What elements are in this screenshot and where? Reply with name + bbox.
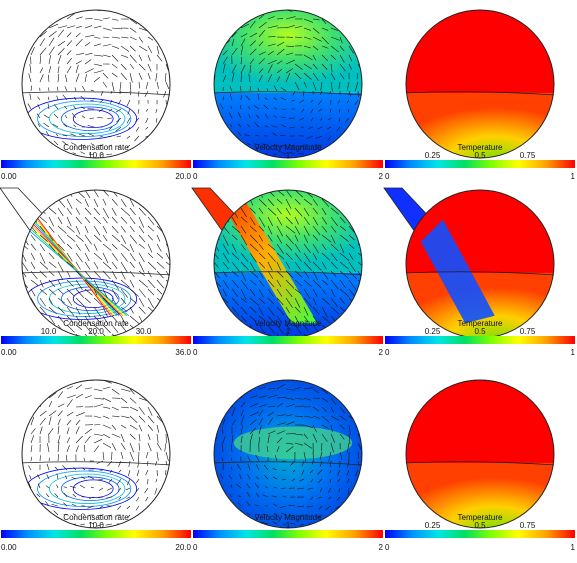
colorbar-range-label: 2 [379, 543, 384, 552]
colorbar-range-label: 1 [571, 348, 576, 357]
colorbar-tick-label: 1 [286, 521, 291, 530]
panel-r1-temperature: Temperature 0.25 0.5 0.75 0 1 [385, 9, 576, 181]
colorbar-tick-label: 0.5 [474, 521, 486, 530]
colorbar-range-label: 0 [193, 172, 198, 181]
colorbar-tick-label: 1 [286, 327, 291, 336]
interface-line [213, 271, 363, 276]
interface-line [21, 461, 171, 466]
colorbar-title: Condensation rate [63, 143, 129, 152]
tank-outline [213, 9, 363, 159]
colorbar-title: Condensation rate [63, 319, 129, 328]
colorbar [385, 160, 575, 168]
colorbar-range-label: 36.0 [175, 348, 191, 357]
condensation-contours [25, 467, 138, 510]
colorbar-title: Velocity Magnitude [254, 319, 322, 328]
colorbar-tick-label: 0.25 [425, 327, 441, 336]
colorbar-title: Velocity Magnitude [254, 143, 322, 152]
panel-r3-temperature: Temperature 0.25 0.5 0.75 0 1 [385, 379, 576, 552]
colorbar-range-label: 0.00 [1, 543, 17, 552]
colorbar-range-label: 1 [571, 543, 576, 552]
colorbar-range-label: 2 [379, 348, 384, 357]
colorbar [193, 530, 383, 538]
colorbar-range-label: 0 [193, 348, 198, 357]
colorbar-range-label: 20.0 [175, 543, 191, 552]
interface-line [21, 91, 171, 96]
colorbar-tick-label: 1 [286, 151, 291, 160]
colorbar-tick-label: 20.0 [88, 327, 104, 336]
colorbar-range-label: 2 [379, 172, 384, 181]
colorbar-range-label: 0 [385, 348, 390, 357]
colorbar-tick-label: 0.75 [520, 151, 536, 160]
colorbar-range-label: 0 [193, 543, 198, 552]
colorbar-range-label: 1 [571, 172, 576, 181]
interface-line [21, 271, 171, 276]
colorbar [385, 530, 575, 538]
tank-outline [21, 379, 171, 529]
colorbar-tick-label: 30.0 [136, 327, 152, 336]
colorbar-title: Temperature [458, 319, 503, 328]
colorbar [193, 336, 383, 344]
panel-r2-condensation: Condensation rate 10.0 20.0 30.0 0.00 36.0 [0, 187, 192, 357]
colorbar-range-label: 0.00 [1, 348, 17, 357]
colorbar-tick-label: 0.5 [474, 327, 486, 336]
colorbar-tick-label: 10.0 [88, 521, 104, 530]
colorbar [1, 336, 191, 344]
interface-line [213, 461, 363, 466]
colorbar-tick-label: 10.0 [41, 327, 57, 336]
colorbar-tick-label: 0.5 [474, 151, 486, 160]
colorbar-tick-label: 10.0 [88, 151, 104, 160]
tank-outline [405, 379, 555, 529]
interface-line [405, 271, 555, 276]
colorbar-range-label: 20.0 [175, 172, 191, 181]
colorbar-title: Temperature [458, 143, 503, 152]
colorbar-range-label: 0 [385, 543, 390, 552]
tank-outline [213, 379, 363, 529]
colorbar-range-label: 0 [385, 172, 390, 181]
interface-line [405, 461, 555, 466]
colorbar-title: Temperature [458, 513, 503, 522]
colorbar-range-label: 0.00 [1, 172, 17, 181]
colorbar-tick-label: 0.25 [425, 151, 441, 160]
tank-outline [21, 9, 171, 159]
colorbar-title: Velocity Magnitude [254, 513, 322, 522]
colorbar-tick-label: 0.25 [425, 521, 441, 530]
tank-outline [405, 9, 555, 159]
interface-line [213, 91, 363, 96]
colorbar [193, 160, 383, 168]
colorbar-title: Condensation rate [63, 513, 129, 522]
colorbar [1, 160, 191, 168]
colorbar-tick-label: 0.75 [520, 521, 536, 530]
panel-r2-temperature: Temperature 0.25 0.5 0.75 0 1 [383, 187, 576, 357]
colorbar-tick-label: 0.75 [520, 327, 536, 336]
colorbar [385, 336, 575, 344]
interface-line [405, 91, 555, 96]
colorbar [1, 530, 191, 538]
